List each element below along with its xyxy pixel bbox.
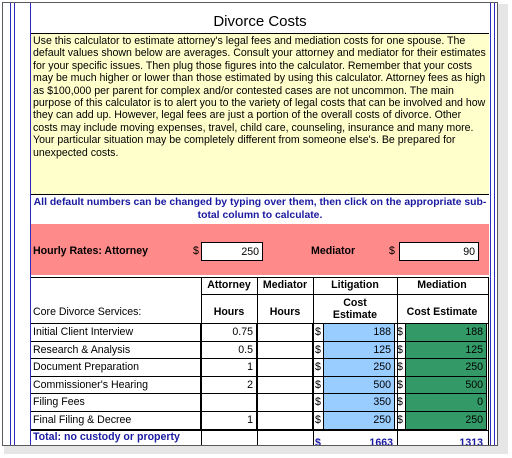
col-divider [488,277,489,445]
mediation-col-header: Mediation [417,279,467,291]
mediator-hours-input[interactable] [257,394,313,412]
attorney-col-header: Attorney [207,279,251,291]
total-label: Total: no custody or property [33,431,180,443]
service-name: Research & Analysis [31,341,201,360]
mediation-currency: $ [395,342,405,360]
column-guide [494,3,495,445]
intro-text: Use this calculator to estimate attorney… [31,33,489,195]
attorney-hours-input[interactable]: 1 [201,412,257,430]
attorney-hours-input[interactable]: 0.75 [201,324,257,342]
core-services-label: Core Divorce Services: [33,306,142,318]
mediation-cost-header: Cost Estimate [406,306,478,318]
litigation-currency: $ [313,324,323,342]
litigation-currency: $ [313,359,323,377]
mediator-col-header: Mediator [262,279,308,291]
total-mediation-value[interactable]: 1313 [459,437,483,446]
mediator-rate-currency: $ [389,245,395,257]
service-name: Filing Fees [31,394,201,412]
column-guide [10,3,11,445]
mediation-cost-cell[interactable]: 188 [405,324,487,342]
column-guide [490,3,491,445]
header-bottom-border [31,323,489,324]
instruction-note: All default numbers can be changed by ty… [33,197,487,221]
mediator-hours-input[interactable] [257,376,313,395]
mediator-hours-input[interactable] [257,412,313,430]
attorney-rate-currency: $ [193,245,199,257]
litigation-cost-header: Cost Estimate [332,297,378,321]
table-top-border [31,277,489,278]
service-name: Final Filing & Decree [31,412,201,430]
litigation-cost-cell[interactable]: 350 [323,394,395,412]
litigation-cost-cell[interactable]: 250 [323,359,395,377]
attorney-hours-header: Hours [213,306,245,318]
mediation-currency: $ [395,394,405,412]
attorney-hours-input[interactable] [201,394,257,412]
page-title: Divorce Costs [213,13,307,30]
mediation-currency: $ [395,377,405,395]
service-name: Initial Client Interview [31,324,201,342]
total-top-border [31,430,489,431]
litigation-cost-cell[interactable]: 500 [323,376,395,395]
attorney-hours-input[interactable]: 0.5 [201,341,257,360]
column-guide [30,3,31,445]
mediator-rate-label: Mediator [311,245,356,257]
litigation-cost-cell[interactable]: 188 [323,324,395,342]
litigation-currency: $ [313,412,323,430]
mediation-cost-cell[interactable]: 125 [405,341,487,360]
mediation-currency: $ [395,359,405,377]
attorney-hours-input[interactable]: 1 [201,359,257,377]
mediation-cost-cell[interactable]: 250 [405,412,487,430]
attorney-rate-input[interactable]: 250 [201,242,263,261]
mediation-currency: $ [395,412,405,430]
attorney-hours-input[interactable]: 2 [201,376,257,395]
mediator-hours-input[interactable] [257,341,313,360]
service-name: Commissioner's Hearing [31,376,201,395]
total-litigation-currency: $ [315,437,321,446]
mediator-rate-input[interactable]: 90 [399,242,479,261]
header-divider [201,294,489,295]
total-litigation-value[interactable]: 1663 [369,437,393,446]
col-divider [397,277,398,445]
mediation-cost-cell[interactable]: 500 [405,376,487,395]
service-name: Document Preparation [31,359,201,377]
mediation-cost-cell[interactable]: 0 [405,394,487,412]
mediation-currency: $ [395,324,405,342]
spreadsheet: Divorce Costs Use this calculator to est… [2,2,498,446]
litigation-currency: $ [313,342,323,360]
litigation-cost-cell[interactable]: 250 [323,412,395,430]
litigation-currency: $ [313,377,323,395]
litigation-currency: $ [313,394,323,412]
attorney-rate-label: Hourly Rates: Attorney [33,245,148,257]
mediator-hours-input[interactable] [257,324,313,342]
mediator-hours-input[interactable] [257,359,313,377]
litigation-col-header: Litigation [331,279,379,291]
mediator-hours-header: Hours [269,306,301,318]
col-divider [313,277,314,445]
col-divider [257,277,258,445]
col-divider [201,277,202,445]
mediation-cost-cell[interactable]: 250 [405,359,487,377]
column-guide [14,3,15,445]
litigation-cost-cell[interactable]: 125 [323,341,395,360]
